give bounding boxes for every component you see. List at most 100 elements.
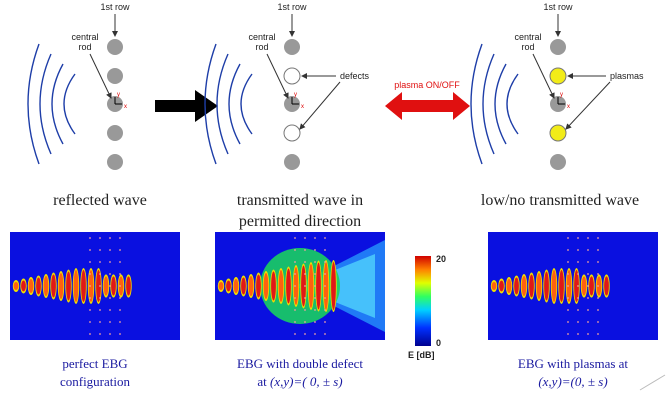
caption-formula: (x,y)=( 0, ± s) xyxy=(270,374,343,389)
lattice-dot xyxy=(304,273,306,275)
field-lobe xyxy=(126,276,131,295)
lattice-dot xyxy=(587,237,589,239)
lattice-dot xyxy=(294,297,296,299)
lattice-dot xyxy=(587,309,589,311)
lattice-dot xyxy=(294,309,296,311)
lattice-dot xyxy=(597,273,599,275)
field-lobe xyxy=(44,276,49,296)
lattice-dot xyxy=(99,273,101,275)
axis-label: x xyxy=(124,104,127,110)
switch-arrow xyxy=(385,92,470,120)
field-lobe xyxy=(59,273,64,299)
lattice-dot xyxy=(587,321,589,323)
pointer xyxy=(566,82,610,129)
field-lobe xyxy=(219,282,224,290)
lattice-dot xyxy=(577,309,579,311)
lattice-dot xyxy=(119,237,121,239)
lattice-dot xyxy=(304,297,306,299)
rod xyxy=(107,39,123,55)
lattice-dot xyxy=(577,237,579,239)
lattice-dot xyxy=(89,273,91,275)
lattice-dot xyxy=(577,333,579,335)
field-lobe xyxy=(522,276,527,296)
lattice-dot xyxy=(294,333,296,335)
lattice-dot xyxy=(324,321,326,323)
lattice-dot xyxy=(119,297,121,299)
lattice-dot xyxy=(597,249,599,251)
annotation: plasmas xyxy=(610,71,644,81)
lattice-dot xyxy=(99,333,101,335)
wave-front xyxy=(64,74,75,134)
colorbar xyxy=(415,256,431,346)
lattice-dot xyxy=(294,261,296,263)
axis-label: x xyxy=(301,104,304,110)
axis-label: x xyxy=(567,104,570,110)
lattice-dot xyxy=(99,237,101,239)
lattice-dot xyxy=(314,249,316,251)
field-lobe xyxy=(74,270,79,302)
field-lobe xyxy=(36,278,41,295)
lattice-dot xyxy=(99,309,101,311)
lattice-dot xyxy=(304,261,306,263)
wave-front xyxy=(495,64,506,144)
wave-front xyxy=(52,64,63,144)
lattice-dot xyxy=(304,249,306,251)
annotation: defects xyxy=(340,71,370,81)
field-lobe xyxy=(537,273,542,299)
lattice-dot xyxy=(324,237,326,239)
lattice-dot xyxy=(324,273,326,275)
field-lobe xyxy=(14,282,19,290)
sim-caption: perfect EBG xyxy=(62,356,127,371)
rod xyxy=(550,125,566,141)
field-lobe xyxy=(104,276,109,295)
lattice-dot xyxy=(304,285,306,287)
field-lobe xyxy=(559,270,564,302)
axis-label: y xyxy=(294,92,297,98)
field-lobe xyxy=(234,279,239,293)
field-lobe xyxy=(604,276,609,295)
wave-front xyxy=(507,74,518,134)
row-label: 1st row xyxy=(100,2,130,12)
lattice-dot xyxy=(577,249,579,251)
lattice-dot xyxy=(324,285,326,287)
lattice-dot xyxy=(577,321,579,323)
lattice-dot xyxy=(567,261,569,263)
lattice-dot xyxy=(99,297,101,299)
field-lobe xyxy=(256,275,261,298)
rod-label: rod xyxy=(78,42,91,52)
lattice-dot xyxy=(109,261,111,263)
lattice-dot xyxy=(577,261,579,263)
field-lobe xyxy=(21,281,26,292)
lattice-dot xyxy=(314,297,316,299)
lattice-dot xyxy=(587,273,589,275)
wave-front xyxy=(483,54,494,154)
lattice-dot xyxy=(109,285,111,287)
lattice-dot xyxy=(119,261,121,263)
field-lobe xyxy=(529,275,534,298)
field-lobe xyxy=(316,263,321,310)
wave-front xyxy=(229,64,240,144)
lattice-dot xyxy=(89,249,91,251)
lattice-dot xyxy=(567,273,569,275)
rod xyxy=(107,154,123,170)
lattice-dot xyxy=(89,285,91,287)
lattice-dot xyxy=(567,297,569,299)
lattice-dot xyxy=(99,249,101,251)
axis-label: y xyxy=(117,92,120,98)
lattice-dot xyxy=(89,237,91,239)
lattice-dot xyxy=(119,309,121,311)
field-lobe xyxy=(499,281,504,292)
lattice-dot xyxy=(597,261,599,263)
rod-label: central xyxy=(71,32,98,42)
lattice-dot xyxy=(109,297,111,299)
field-lobe xyxy=(249,276,254,296)
rod-label: central xyxy=(248,32,275,42)
lattice-dot xyxy=(294,321,296,323)
sim-caption: at (x,y)=( 0, ± s) xyxy=(257,374,342,389)
caption-formula: (x,y)=(0, ± s) xyxy=(538,374,607,389)
lattice-dot xyxy=(109,321,111,323)
lattice-dot xyxy=(567,285,569,287)
wave-front xyxy=(241,74,252,134)
lattice-dot xyxy=(567,249,569,251)
rod xyxy=(284,125,300,141)
